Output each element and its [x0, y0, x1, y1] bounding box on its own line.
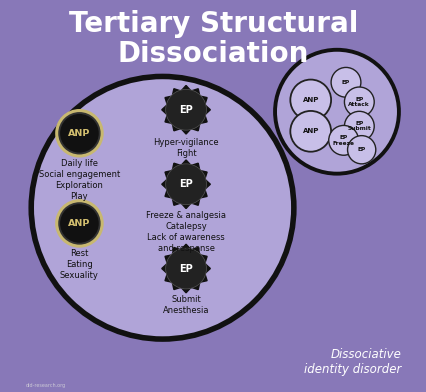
Circle shape [60, 204, 98, 243]
Text: EP: EP [179, 179, 193, 189]
Text: ANP: ANP [68, 219, 90, 228]
Circle shape [328, 125, 358, 155]
Circle shape [290, 111, 330, 152]
Text: Daily life
Social engagement
Exploration
Play: Daily life Social engagement Exploration… [39, 159, 120, 201]
Circle shape [344, 111, 373, 141]
Circle shape [31, 76, 293, 339]
Polygon shape [161, 244, 210, 293]
Text: Rest
Eating
Sexuality: Rest Eating Sexuality [60, 249, 99, 280]
Circle shape [344, 87, 373, 117]
Text: Hyper-vigilance
Fight: Hyper-vigilance Fight [153, 138, 219, 158]
Text: Freeze & analgesia
Catalepsy
Lack of awareness
and response: Freeze & analgesia Catalepsy Lack of awa… [146, 211, 225, 253]
Text: ANP: ANP [302, 128, 318, 134]
Circle shape [330, 67, 360, 97]
Text: Dissociative
identity disorder: Dissociative identity disorder [304, 348, 401, 376]
Text: ANP: ANP [68, 129, 90, 138]
Circle shape [165, 89, 206, 130]
Text: EP: EP [357, 147, 365, 152]
Circle shape [57, 201, 102, 246]
Polygon shape [161, 160, 210, 209]
Text: EP: EP [341, 80, 349, 85]
Text: EP
Freeze: EP Freeze [332, 135, 354, 145]
Circle shape [165, 248, 206, 289]
Text: Tertiary Structural
Dissociation: Tertiary Structural Dissociation [69, 10, 357, 68]
Text: EP: EP [179, 263, 193, 274]
Text: EP
Attack: EP Attack [348, 97, 369, 107]
Text: EP
Submit: EP Submit [347, 121, 370, 131]
Text: did-research.org: did-research.org [25, 383, 66, 388]
Text: ANP: ANP [302, 97, 318, 103]
Circle shape [347, 136, 375, 164]
Text: EP: EP [179, 105, 193, 115]
Polygon shape [161, 85, 210, 134]
Circle shape [57, 111, 102, 156]
Circle shape [274, 50, 398, 174]
Circle shape [290, 80, 330, 120]
Circle shape [60, 114, 98, 152]
Text: Submit
Anesthesia: Submit Anesthesia [162, 295, 209, 315]
Circle shape [165, 164, 206, 205]
